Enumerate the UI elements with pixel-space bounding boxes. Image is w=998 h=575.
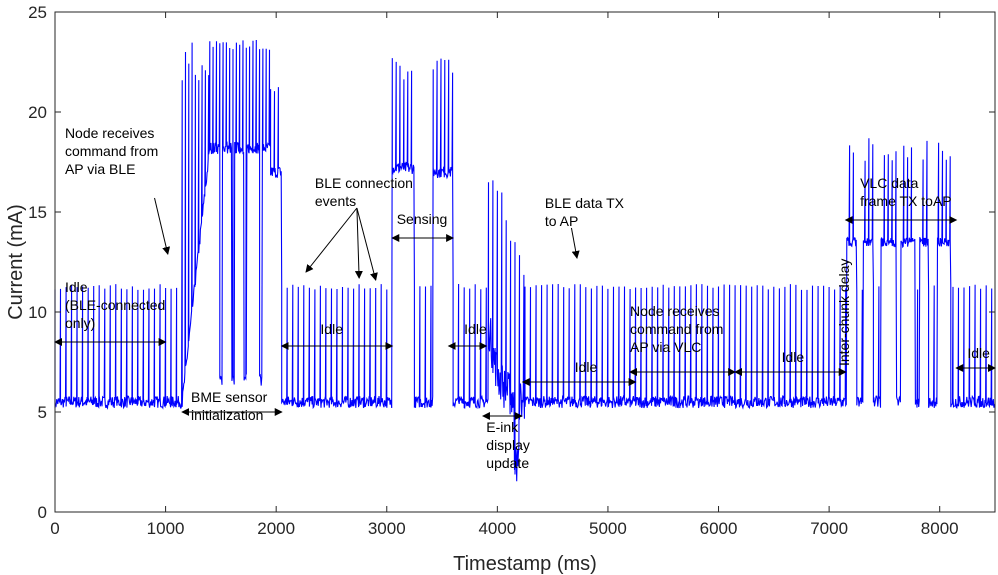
annotation-idle-3: Idle <box>447 321 488 350</box>
x-tick-label: 0 <box>50 519 59 538</box>
annotation-text: Idle (BLE-connected only) <box>65 279 165 331</box>
y-tick-label: 25 <box>28 3 47 22</box>
x-tick-label: 8000 <box>921 519 959 538</box>
y-axis-label: Current (mA) <box>5 204 27 320</box>
annotation-text: Idle <box>782 349 805 365</box>
annotation-eink: E-ink display update <box>481 412 530 471</box>
pointer-arrow <box>356 207 378 281</box>
x-axis-label: Timestamp (ms) <box>453 553 597 575</box>
pointer-arrow <box>354 207 363 279</box>
annotation-sensing: Sensing <box>391 211 455 242</box>
annotation-inter-chunk: Inter-chunk delay <box>836 259 852 366</box>
x-tick-label: 7000 <box>810 519 848 538</box>
x-tick-label: 1000 <box>147 519 185 538</box>
annotation-text: BLE connection events <box>315 175 413 209</box>
annotation-text: Idle <box>575 359 598 375</box>
annotation-idle-5: Idle <box>734 349 847 376</box>
x-tick-label: 5000 <box>589 519 627 538</box>
x-tick-label: 3000 <box>368 519 406 538</box>
annotation-node-vlc: Node receives command from AP via VLC <box>629 303 737 376</box>
annotation-vlc-frame: VLC data frame TX toAP <box>844 175 958 224</box>
annotation-idle-4: Idle <box>521 359 637 386</box>
annotation-text: Node receives command from AP via VLC <box>630 303 723 355</box>
annotation-text: Idle <box>320 321 343 337</box>
annotation-layer: Idle (BLE-connected only) Node receives comm… <box>54 125 996 471</box>
annotation-text: VLC data frame TX toAP <box>860 175 952 209</box>
y-tick-label: 5 <box>38 403 47 422</box>
annotation-text: BLE data TX to AP <box>545 195 625 229</box>
pointer-arrow <box>570 227 580 259</box>
pointer-arrow <box>305 207 358 273</box>
annotation-bme: BME sensor initialization <box>181 389 283 423</box>
y-tick-label: 15 <box>28 203 47 222</box>
annotation-text: BME sensor initialization <box>191 389 268 423</box>
annotation-ble-events: BLE connection events <box>305 175 413 281</box>
annotation-idle-1: Idle (BLE-connected only) <box>54 279 167 346</box>
annotation-idle-6: Idle <box>955 345 996 372</box>
annotation-node-ble: Node receives command from AP via BLE <box>65 125 171 255</box>
y-tick-label: 10 <box>28 303 47 322</box>
annotation-text: Sensing <box>397 211 448 227</box>
annotation-text: Idle <box>967 345 990 361</box>
plot-frame <box>54 11 996 513</box>
annotation-text: Inter-chunk delay <box>836 259 852 366</box>
y-tick-label: 0 <box>38 503 47 522</box>
y-tick-label: 20 <box>28 103 47 122</box>
annotation-text: Node receives command from AP via BLE <box>65 125 158 177</box>
annotation-text: E-ink display update <box>486 419 530 471</box>
x-tick-label: 4000 <box>478 519 516 538</box>
axis-layer: 0 1000 2000 3000 4000 5000 6000 7000 8000 0 5 10 15 2… <box>28 3 996 538</box>
annotation-idle-2: Idle <box>280 321 394 350</box>
pointer-arrow <box>154 197 171 255</box>
annotation-text: Idle <box>464 321 487 337</box>
annotation-ble-tx: BLE data TX to AP <box>545 195 625 259</box>
x-tick-label: 6000 <box>700 519 738 538</box>
x-tick-label: 2000 <box>257 519 295 538</box>
